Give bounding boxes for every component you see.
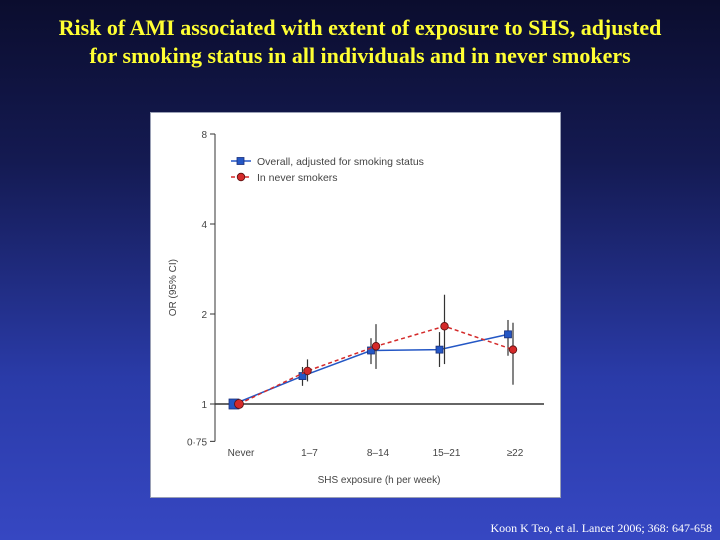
x-tick-label: 8–14 bbox=[367, 448, 390, 459]
data-point-square bbox=[367, 346, 375, 355]
legend-label: In never smokers bbox=[257, 172, 338, 184]
y-tick-label: 1 bbox=[201, 400, 207, 411]
data-point-circle bbox=[440, 322, 449, 331]
data-point-circle bbox=[371, 342, 381, 351]
x-axis-label: SHS exposure (h per week) bbox=[318, 475, 441, 486]
y-tick-label: 4 bbox=[201, 220, 207, 231]
y-tick-label: 2 bbox=[201, 310, 207, 321]
data-point-circle bbox=[303, 366, 312, 376]
legend-circle-marker bbox=[236, 172, 246, 182]
data-point-circle bbox=[508, 345, 518, 354]
y-axis-label: OR (95% CI) bbox=[168, 259, 179, 316]
or-chart: 0·75 1 2 4 8 OR (95% CI) Never 1–7 8–14 15–21 ≥22 S… bbox=[168, 130, 544, 486]
x-tick-label: ≥22 bbox=[507, 448, 524, 459]
legend-label: Overall, adjusted for smoking status bbox=[257, 156, 424, 168]
slide-title-line-1: Risk of AMI associated with extent of ex… bbox=[58, 15, 662, 40]
y-tick-label: 0·75 bbox=[187, 437, 207, 448]
x-tick-label: 15–21 bbox=[433, 448, 461, 459]
slide-title: Risk of AMI associated with extent of ex… bbox=[10, 14, 710, 70]
citation: Koon K Teo, et al. Lancet 2006; 368: 647… bbox=[490, 521, 712, 535]
chart-frame: 0·75 1 2 4 8 OR (95% CI) Never 1–7 8–14 15–21 ≥22 S… bbox=[150, 112, 561, 498]
legend-square-marker bbox=[236, 157, 245, 165]
data-point-circle bbox=[234, 399, 244, 409]
slide-title-line-2: for smoking status in all individuals an… bbox=[89, 43, 631, 68]
x-tick-label: 1–7 bbox=[301, 448, 318, 459]
y-tick-label: 8 bbox=[201, 130, 207, 141]
data-point-square bbox=[504, 330, 512, 339]
x-tick-label: Never bbox=[228, 448, 255, 459]
data-point-square bbox=[435, 345, 444, 354]
